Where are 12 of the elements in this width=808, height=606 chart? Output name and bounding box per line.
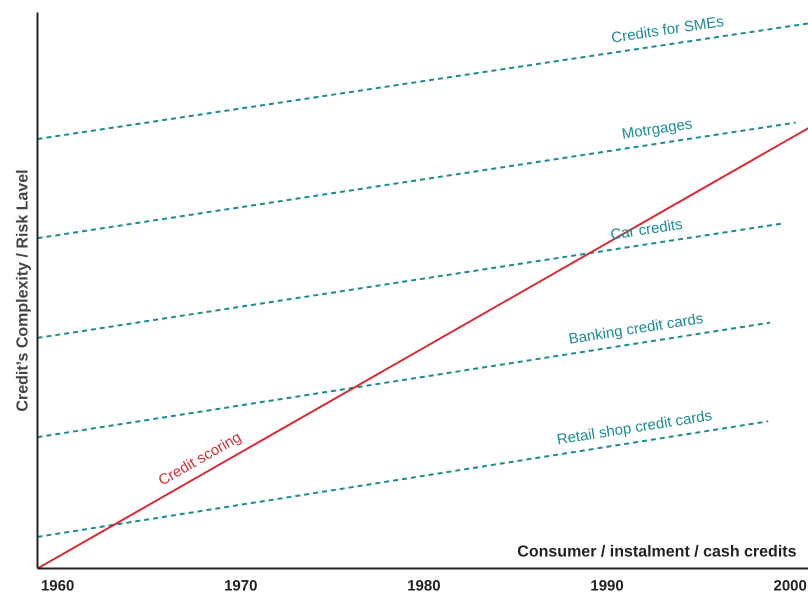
x-tick-label: 2000: [774, 578, 807, 594]
y-axis-title: Credit’s Complexity / Risk Lavel: [14, 169, 32, 412]
text: Car credits: [609, 216, 684, 244]
text: Motrgages: [620, 115, 694, 143]
text: Banking credit cards: [567, 310, 704, 348]
x-tick-label: 1970: [224, 578, 258, 594]
x-axis-title: Consumer / instalment / cash credits: [517, 544, 797, 560]
text: Retail shop credit cards: [556, 407, 714, 448]
text: Credits for SMEs: [610, 13, 725, 47]
x-tick-label: 1990: [590, 578, 624, 594]
x-tick-label: 1960: [40, 578, 74, 594]
x-tick-label: 1980: [407, 578, 441, 594]
